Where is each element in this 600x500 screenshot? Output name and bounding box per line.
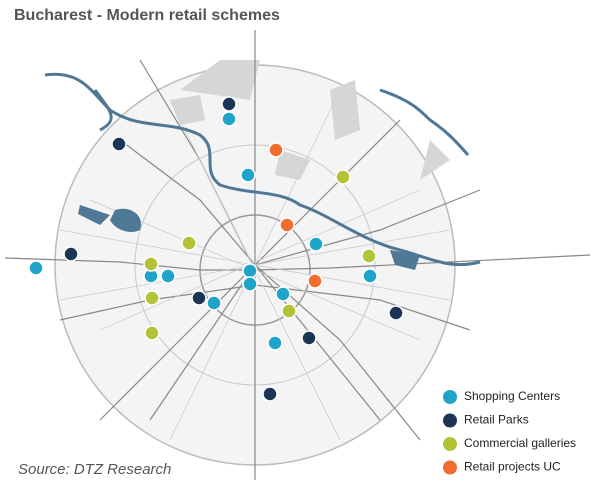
map-marker xyxy=(301,330,317,346)
legend-label: Shopping Centers xyxy=(464,389,560,403)
map-marker xyxy=(160,268,176,284)
legend-swatch xyxy=(443,390,457,404)
map-marker xyxy=(144,290,160,306)
legend: Shopping Centers Retail Parks Commercial g… xyxy=(443,389,576,475)
legend-label: Retail projects UC xyxy=(464,460,561,474)
map-marker xyxy=(221,96,237,112)
map-marker xyxy=(221,111,237,127)
source-note: Source: DTZ Research xyxy=(18,461,171,478)
map-marker xyxy=(388,305,404,321)
map-marker xyxy=(262,386,278,402)
map-marker xyxy=(111,136,127,152)
map-marker xyxy=(362,268,378,284)
map-marker xyxy=(240,167,256,183)
map-marker xyxy=(361,248,377,264)
map-marker xyxy=(279,217,295,233)
legend-swatch xyxy=(443,460,457,475)
legend-swatch xyxy=(443,413,457,428)
markers xyxy=(28,96,404,402)
map-marker xyxy=(268,142,284,158)
map-marker xyxy=(307,273,323,289)
map-marker xyxy=(267,335,283,351)
map-marker xyxy=(143,256,159,272)
map-marker xyxy=(206,295,222,311)
legend-swatch xyxy=(443,437,457,451)
legend-label: Retail Parks xyxy=(464,413,529,427)
map-marker xyxy=(63,246,79,262)
map-marker xyxy=(144,325,160,341)
map-marker xyxy=(281,303,297,319)
map-marker xyxy=(181,235,197,251)
legend-label: Commercial galleries xyxy=(464,436,576,450)
map-marker xyxy=(28,260,44,276)
map-marker xyxy=(308,236,324,252)
map-marker xyxy=(191,290,207,306)
map-marker xyxy=(242,276,258,292)
map-marker xyxy=(242,263,258,279)
map-marker xyxy=(335,169,351,185)
map-marker xyxy=(275,286,291,302)
map-title: Bucharest - Modern retail schemes xyxy=(14,7,280,24)
